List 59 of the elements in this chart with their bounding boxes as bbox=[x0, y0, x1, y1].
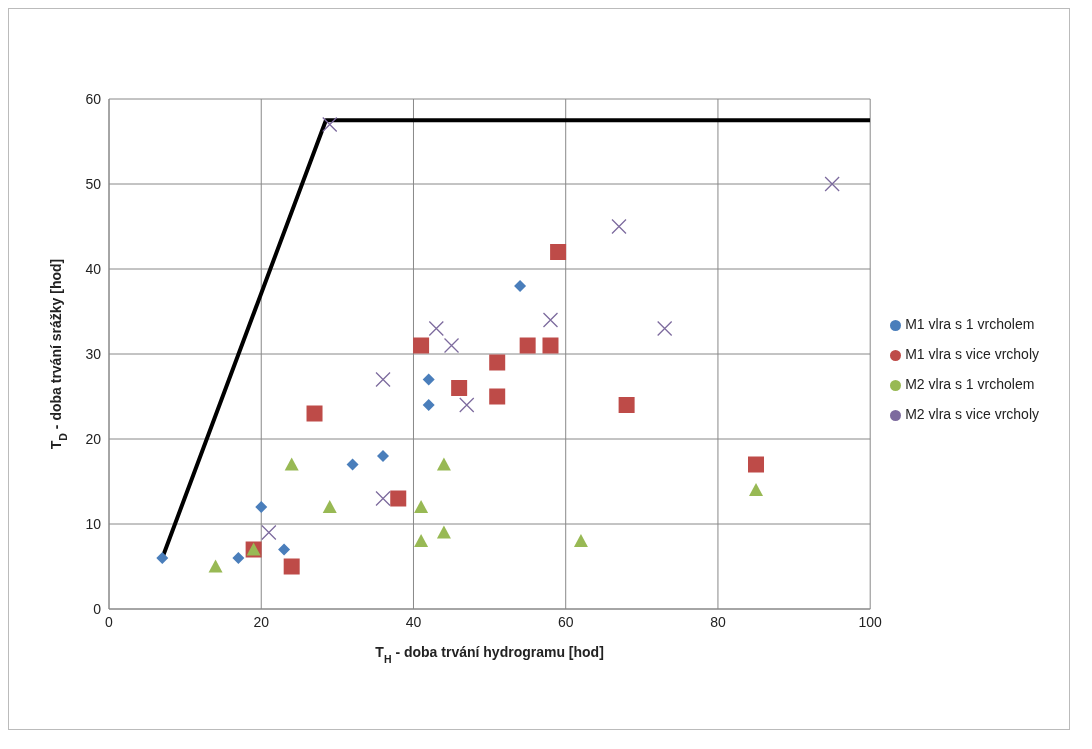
point bbox=[208, 559, 223, 573]
point bbox=[322, 116, 338, 133]
point bbox=[422, 373, 435, 386]
y-tick-label: 60 bbox=[85, 90, 102, 107]
legend-label: M1 vlra s vice vrcholy bbox=[905, 346, 1039, 362]
point bbox=[436, 457, 451, 471]
point bbox=[542, 312, 559, 328]
y-tick-label: 10 bbox=[85, 515, 102, 532]
point bbox=[451, 380, 468, 396]
point bbox=[611, 218, 627, 235]
point bbox=[255, 501, 268, 513]
point bbox=[414, 500, 429, 513]
point bbox=[377, 450, 390, 462]
point bbox=[489, 388, 506, 405]
x-tick-label: 0 bbox=[105, 613, 114, 630]
x-tick-label: 20 bbox=[253, 613, 270, 630]
point bbox=[542, 337, 559, 354]
point bbox=[375, 490, 391, 507]
legend-label: M1 vlra s 1 vrcholem bbox=[905, 316, 1035, 332]
x-tick-label: 100 bbox=[858, 613, 883, 630]
point bbox=[459, 397, 475, 413]
point bbox=[422, 399, 435, 411]
point bbox=[284, 457, 299, 471]
point bbox=[283, 558, 300, 575]
point bbox=[519, 337, 536, 354]
legend-label: M2 vlra s 1 vrcholem bbox=[905, 376, 1035, 392]
point bbox=[443, 337, 460, 354]
point bbox=[657, 320, 673, 337]
point bbox=[232, 552, 245, 564]
x-axis-title: T$_{H}$- doba trvání hydrogramu [hod] bbox=[375, 644, 604, 665]
point bbox=[824, 176, 840, 192]
point bbox=[375, 371, 391, 388]
legend-label: M2 vlra s vice vrcholy bbox=[905, 406, 1039, 422]
x-tick-label: 60 bbox=[557, 613, 574, 630]
point bbox=[322, 500, 337, 513]
point bbox=[390, 490, 407, 507]
point bbox=[261, 524, 277, 541]
point bbox=[436, 525, 451, 539]
y-tick-label: 0 bbox=[93, 600, 102, 617]
point bbox=[156, 552, 169, 564]
x-tick-label: 40 bbox=[405, 613, 422, 630]
point bbox=[428, 320, 444, 337]
point bbox=[414, 534, 429, 547]
point bbox=[749, 483, 764, 496]
point bbox=[489, 354, 506, 371]
y-tick-label: 30 bbox=[85, 345, 102, 362]
point bbox=[306, 405, 323, 422]
point bbox=[278, 543, 291, 556]
point bbox=[748, 456, 765, 473]
point bbox=[550, 244, 567, 260]
y-tick-label: 20 bbox=[85, 430, 102, 447]
point bbox=[413, 337, 430, 354]
y-tick-label: 50 bbox=[85, 175, 102, 192]
x-tick-label: 80 bbox=[710, 613, 726, 630]
point bbox=[346, 458, 359, 471]
point bbox=[573, 534, 588, 547]
y-tick-label: 40 bbox=[85, 260, 102, 277]
point bbox=[618, 397, 635, 413]
point bbox=[514, 280, 527, 292]
